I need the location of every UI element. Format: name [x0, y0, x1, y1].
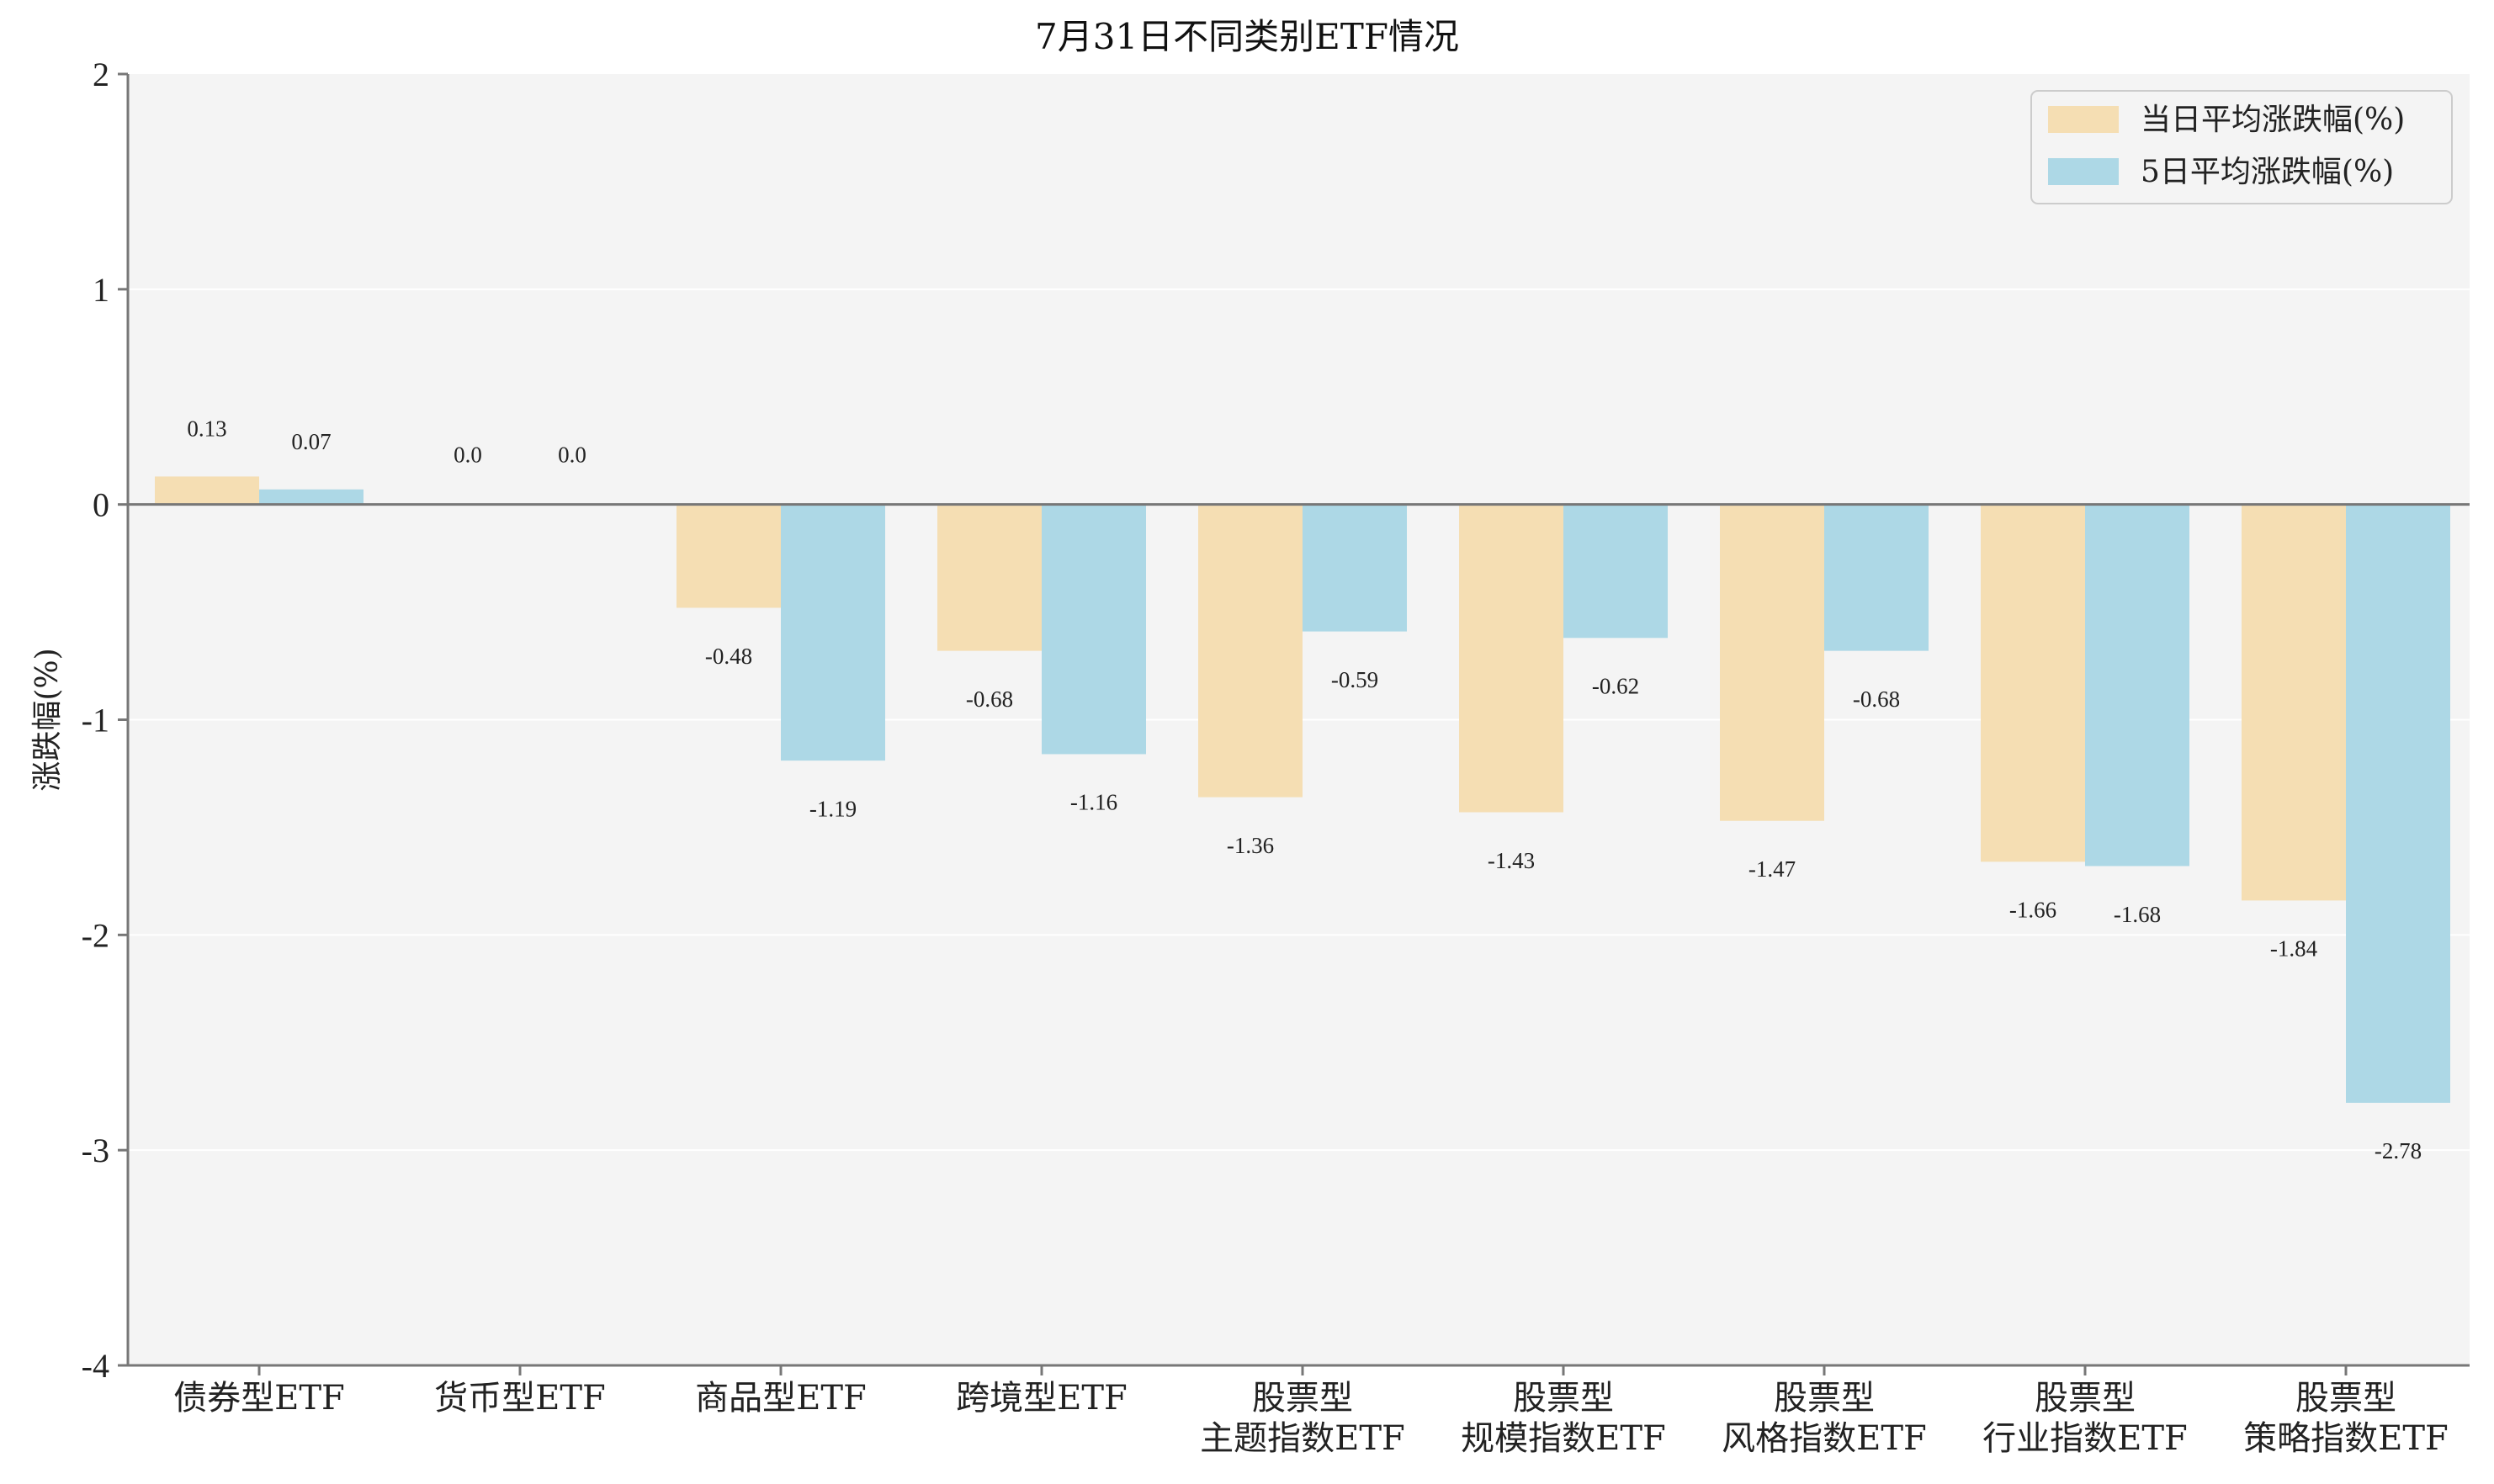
bar-five-day [259, 489, 363, 505]
bar-five-day [781, 504, 885, 761]
x-tick-label: 货币型ETF [434, 1379, 606, 1418]
chart-title: 7月31日不同类别ETF情况 [1035, 16, 1459, 57]
data-label: -1.36 [1227, 833, 1274, 858]
data-labels: 0.13 0.0 -0.48 -0.68 -1.36 -1.43 -1.47 -1.66 -1.… [187, 416, 2422, 1163]
data-label: -1.16 [1070, 790, 1117, 815]
data-label: -1.66 [2009, 898, 2056, 923]
bar-five-day [1824, 504, 1929, 651]
bar-daily [1720, 504, 1824, 821]
y-tick-label: 0 [93, 486, 109, 524]
bar-daily [155, 476, 259, 505]
legend-swatch [2048, 106, 2119, 133]
x-tick-label: 商品型ETF [695, 1379, 867, 1418]
bar-five-day [2085, 504, 2189, 867]
bar-daily [2242, 504, 2346, 901]
legend: 当日平均涨跌幅(%) 5日平均涨跌幅(%) [2030, 90, 2453, 204]
x-tick-label: 跨境型ETF [956, 1379, 1128, 1418]
data-label: -0.48 [705, 644, 752, 669]
y-tick-label: 1 [93, 271, 109, 309]
bar-five-day [1303, 504, 1407, 632]
y-axis-label: 涨跌幅(%) [30, 648, 65, 791]
x-tick-label: 股票型策略指数ETF [2243, 1379, 2449, 1458]
data-label: -1.84 [2270, 936, 2318, 962]
data-label: 0.0 [454, 443, 482, 468]
x-axis-ticks: 债券型ETF 货币型ETF 商品型ETF 跨境型ETF 股票型主题指数ETF 股票型规模指… [173, 1365, 2449, 1458]
y-tick-label: -3 [82, 1132, 109, 1169]
data-label: -1.43 [1488, 848, 1535, 873]
legend-box [2030, 90, 2453, 204]
data-label: -0.68 [966, 686, 1013, 712]
data-label: -1.19 [809, 796, 857, 821]
bar-five-day [1563, 504, 1668, 639]
y-tick-label: -2 [82, 916, 109, 954]
bar-five-day [2346, 504, 2450, 1103]
data-label: -1.68 [2114, 902, 2161, 927]
y-tick-label: 2 [93, 56, 109, 93]
bar-daily [937, 504, 1042, 651]
x-tick-label: 股票型风格指数ETF [1722, 1379, 1927, 1458]
y-tick-label: -4 [82, 1347, 109, 1385]
x-tick-label: 股票型规模指数ETF [1461, 1379, 1666, 1458]
bar-daily [677, 504, 781, 608]
legend-swatch [2048, 158, 2119, 185]
bars [155, 476, 2450, 1103]
bar-five-day [1042, 504, 1146, 755]
data-label: -0.59 [1331, 667, 1378, 692]
bar-daily [1459, 504, 1563, 813]
x-tick-label: 债券型ETF [173, 1379, 345, 1418]
data-label: 0.0 [558, 443, 586, 468]
data-label: 0.13 [187, 416, 226, 441]
x-tick-label: 股票型主题指数ETF [1200, 1379, 1405, 1458]
y-tick-label: -1 [82, 702, 109, 739]
bar-daily [1981, 504, 2085, 862]
data-label: -0.68 [1853, 686, 1900, 712]
legend-label: 当日平均涨跌幅(%) [2141, 103, 2405, 137]
data-label: 0.07 [291, 429, 331, 454]
data-label: -0.62 [1592, 674, 1639, 699]
legend-label: 5日平均涨跌幅(%) [2141, 155, 2394, 189]
data-label: -2.78 [2375, 1138, 2422, 1163]
x-tick-label: 股票型行业指数ETF [1982, 1379, 2188, 1458]
bar-daily [1198, 504, 1303, 798]
y-axis-ticks: 2 1 0 -1 -2 -3 -4 [82, 56, 128, 1385]
data-label: -1.47 [1748, 856, 1796, 882]
